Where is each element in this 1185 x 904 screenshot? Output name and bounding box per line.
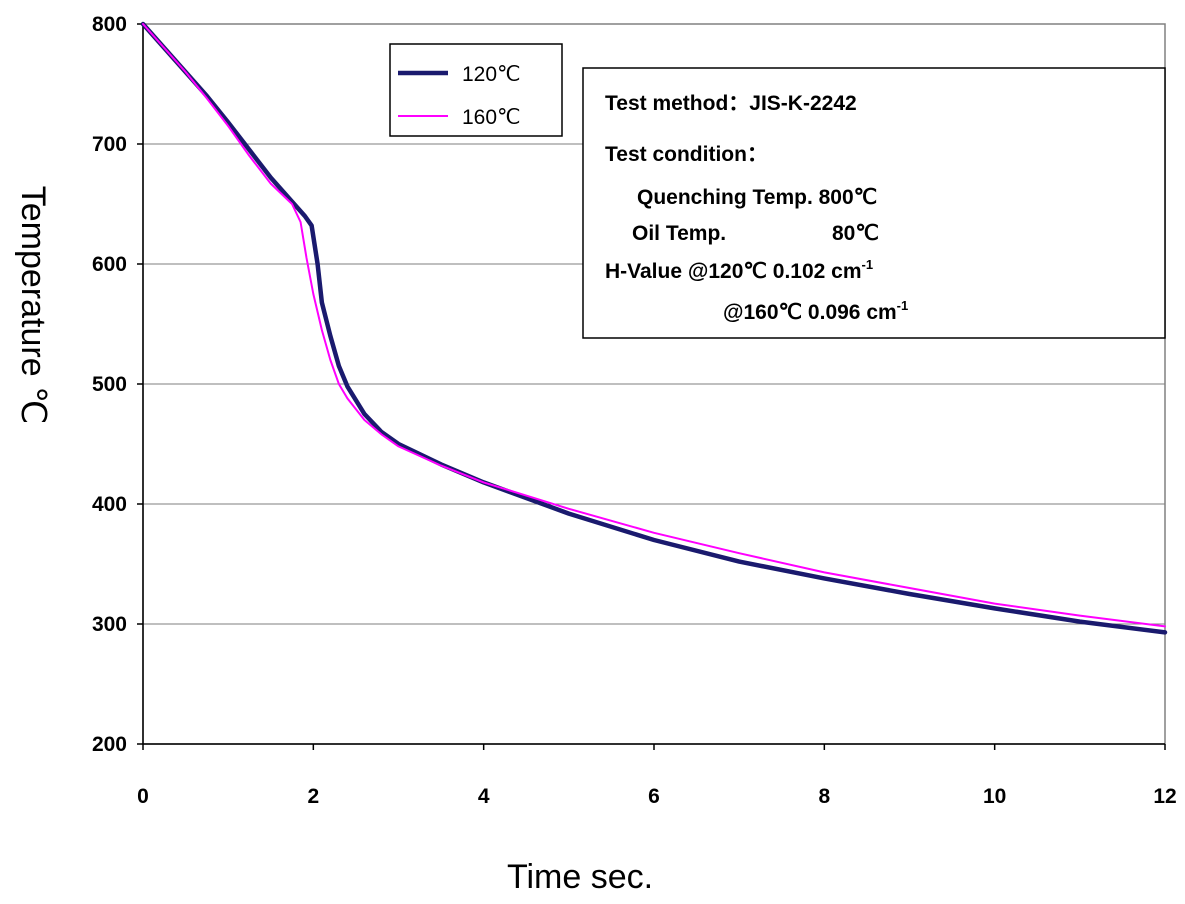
oil-temp-label: Oil Temp. [632,222,726,245]
y-tick-label-800: 800 [92,13,127,36]
x-tick-label-8: 8 [818,785,830,808]
test-info-box: Test method：JIS-K-2242 Test condition： Q… [582,67,1166,339]
h-value-160-sup: -1 [897,298,909,313]
test-condition-text: Test condition： [605,143,768,166]
y-tick-label-400: 400 [92,493,127,516]
x-tick-label-0: 0 [137,785,149,808]
axis-ticks: 800 700 600 500 400 300 200 0 2 4 6 8 10 12 [92,13,1177,808]
y-tick-label-600: 600 [92,253,127,276]
test-method-text: Test method：JIS-K-2242 [605,92,857,115]
x-tick-label-10: 10 [983,785,1006,808]
h-value-120-main: H-Value @120℃ 0.102 cm [605,260,862,283]
x-tick-label-2: 2 [307,785,319,808]
x-tick-label-4: 4 [478,785,490,808]
oil-temp-value: 80℃ [832,222,879,245]
h-value-120-sup: -1 [862,257,874,272]
legend: 120℃ 160℃ [389,43,563,137]
y-tick-label-700: 700 [92,133,127,156]
series-line-120c [140,21,1168,635]
series-layer [140,21,1168,635]
quenching-temp-text: Quenching Temp. 800℃ [637,186,877,209]
y-tick-label-200: 200 [92,733,127,756]
x-tick-label-6: 6 [648,785,660,808]
x-axis-title: Time sec. [507,858,653,896]
test-info-frame [582,67,1166,339]
legend-label-160: 160℃ [462,106,521,129]
y-axis-title: Temperature ℃ [14,186,52,425]
series-line-160c [142,23,1166,628]
legend-label-120: 120℃ [462,63,521,86]
y-tick-label-500: 500 [92,373,127,396]
h-value-160-main: @160℃ 0.096 cm [723,301,897,324]
legend-box [389,43,563,137]
y-tick-label-300: 300 [92,613,127,636]
h-value-120-text: H-Value @120℃ 0.102 cm-1 [605,257,873,283]
h-value-160-text: @160℃ 0.096 cm-1 [723,298,908,324]
x-tick-label-12: 12 [1153,785,1176,808]
